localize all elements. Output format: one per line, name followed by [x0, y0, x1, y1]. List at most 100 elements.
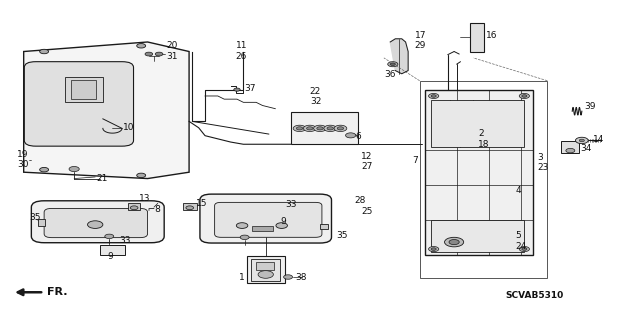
Text: 6: 6 [356, 132, 362, 141]
Circle shape [429, 247, 439, 252]
Text: 25: 25 [361, 207, 372, 216]
Text: 36: 36 [384, 70, 396, 79]
Bar [431, 100, 524, 147]
Bar [252, 226, 273, 231]
Circle shape [445, 237, 464, 247]
Text: 35: 35 [29, 213, 40, 222]
Polygon shape [24, 42, 189, 179]
FancyBboxPatch shape [200, 194, 332, 243]
FancyBboxPatch shape [24, 62, 134, 146]
Circle shape [131, 206, 138, 210]
Text: 33: 33 [285, 200, 296, 209]
Circle shape [40, 167, 49, 172]
Circle shape [69, 167, 79, 172]
Text: 38: 38 [296, 273, 307, 282]
Bar [71, 80, 97, 99]
Circle shape [579, 139, 584, 142]
FancyBboxPatch shape [214, 202, 322, 237]
Circle shape [276, 223, 287, 228]
Circle shape [324, 125, 337, 131]
Circle shape [566, 148, 575, 153]
Bar [431, 220, 524, 252]
Text: 9: 9 [108, 252, 113, 261]
Text: 2
18: 2 18 [478, 130, 490, 149]
FancyBboxPatch shape [44, 208, 148, 238]
Circle shape [346, 133, 356, 138]
FancyBboxPatch shape [31, 201, 164, 243]
Bar [100, 245, 125, 255]
Circle shape [307, 127, 313, 130]
Bar [182, 203, 196, 210]
Circle shape [429, 93, 439, 99]
Circle shape [522, 248, 527, 250]
Text: 3
23: 3 23 [537, 153, 548, 172]
Circle shape [519, 93, 529, 99]
Text: 34: 34 [580, 144, 592, 153]
Bar [38, 219, 45, 226]
Circle shape [317, 127, 323, 130]
Circle shape [327, 127, 333, 130]
Text: 17
29: 17 29 [415, 31, 426, 50]
Circle shape [234, 88, 240, 91]
Circle shape [236, 223, 248, 228]
Circle shape [258, 271, 273, 278]
Bar [291, 113, 358, 144]
Circle shape [137, 44, 146, 48]
Text: 37: 37 [244, 84, 256, 93]
Circle shape [156, 52, 163, 56]
Circle shape [293, 125, 306, 131]
Circle shape [284, 275, 292, 279]
Circle shape [303, 125, 316, 131]
Circle shape [137, 173, 146, 178]
Bar [251, 259, 280, 281]
Circle shape [449, 240, 460, 245]
Text: 4: 4 [515, 186, 521, 195]
Circle shape [390, 63, 396, 65]
Text: 1: 1 [239, 273, 244, 282]
Text: 9: 9 [280, 217, 286, 226]
Text: 16: 16 [486, 31, 497, 40]
Circle shape [40, 49, 49, 54]
Text: 11
26: 11 26 [236, 41, 247, 61]
Circle shape [519, 247, 529, 252]
Bar [129, 203, 140, 210]
Text: 10: 10 [124, 123, 135, 132]
Circle shape [388, 62, 398, 67]
Text: 19
30: 19 30 [17, 150, 29, 169]
Circle shape [145, 52, 153, 56]
Bar [246, 256, 285, 283]
Text: 21: 21 [97, 174, 108, 183]
Circle shape [314, 125, 326, 131]
Text: 5
24: 5 24 [515, 231, 527, 250]
Text: 35: 35 [337, 231, 348, 240]
Bar [256, 263, 274, 270]
Text: 33: 33 [120, 236, 131, 245]
Circle shape [431, 95, 436, 97]
Circle shape [240, 235, 249, 240]
Bar [470, 23, 484, 51]
Text: 15: 15 [196, 199, 207, 208]
Circle shape [296, 127, 303, 130]
Circle shape [186, 206, 193, 210]
Bar [561, 141, 579, 153]
Text: 13
   ⌐8: 13 ⌐8 [139, 194, 161, 214]
Text: 12
27: 12 27 [361, 152, 372, 171]
Circle shape [522, 95, 527, 97]
Circle shape [334, 125, 347, 131]
Text: FR.: FR. [47, 287, 67, 297]
Bar [320, 224, 328, 229]
Text: 39: 39 [584, 102, 596, 111]
Text: 22
32: 22 32 [310, 87, 321, 106]
Bar [425, 90, 533, 255]
Text: 7: 7 [413, 156, 419, 165]
Circle shape [431, 248, 436, 250]
Circle shape [105, 234, 114, 239]
Text: 14: 14 [593, 135, 605, 144]
Bar [65, 77, 103, 102]
Polygon shape [390, 39, 408, 74]
Text: 28: 28 [355, 196, 366, 205]
Bar [420, 81, 547, 278]
Circle shape [575, 137, 588, 144]
Circle shape [337, 127, 344, 130]
Circle shape [88, 221, 103, 228]
